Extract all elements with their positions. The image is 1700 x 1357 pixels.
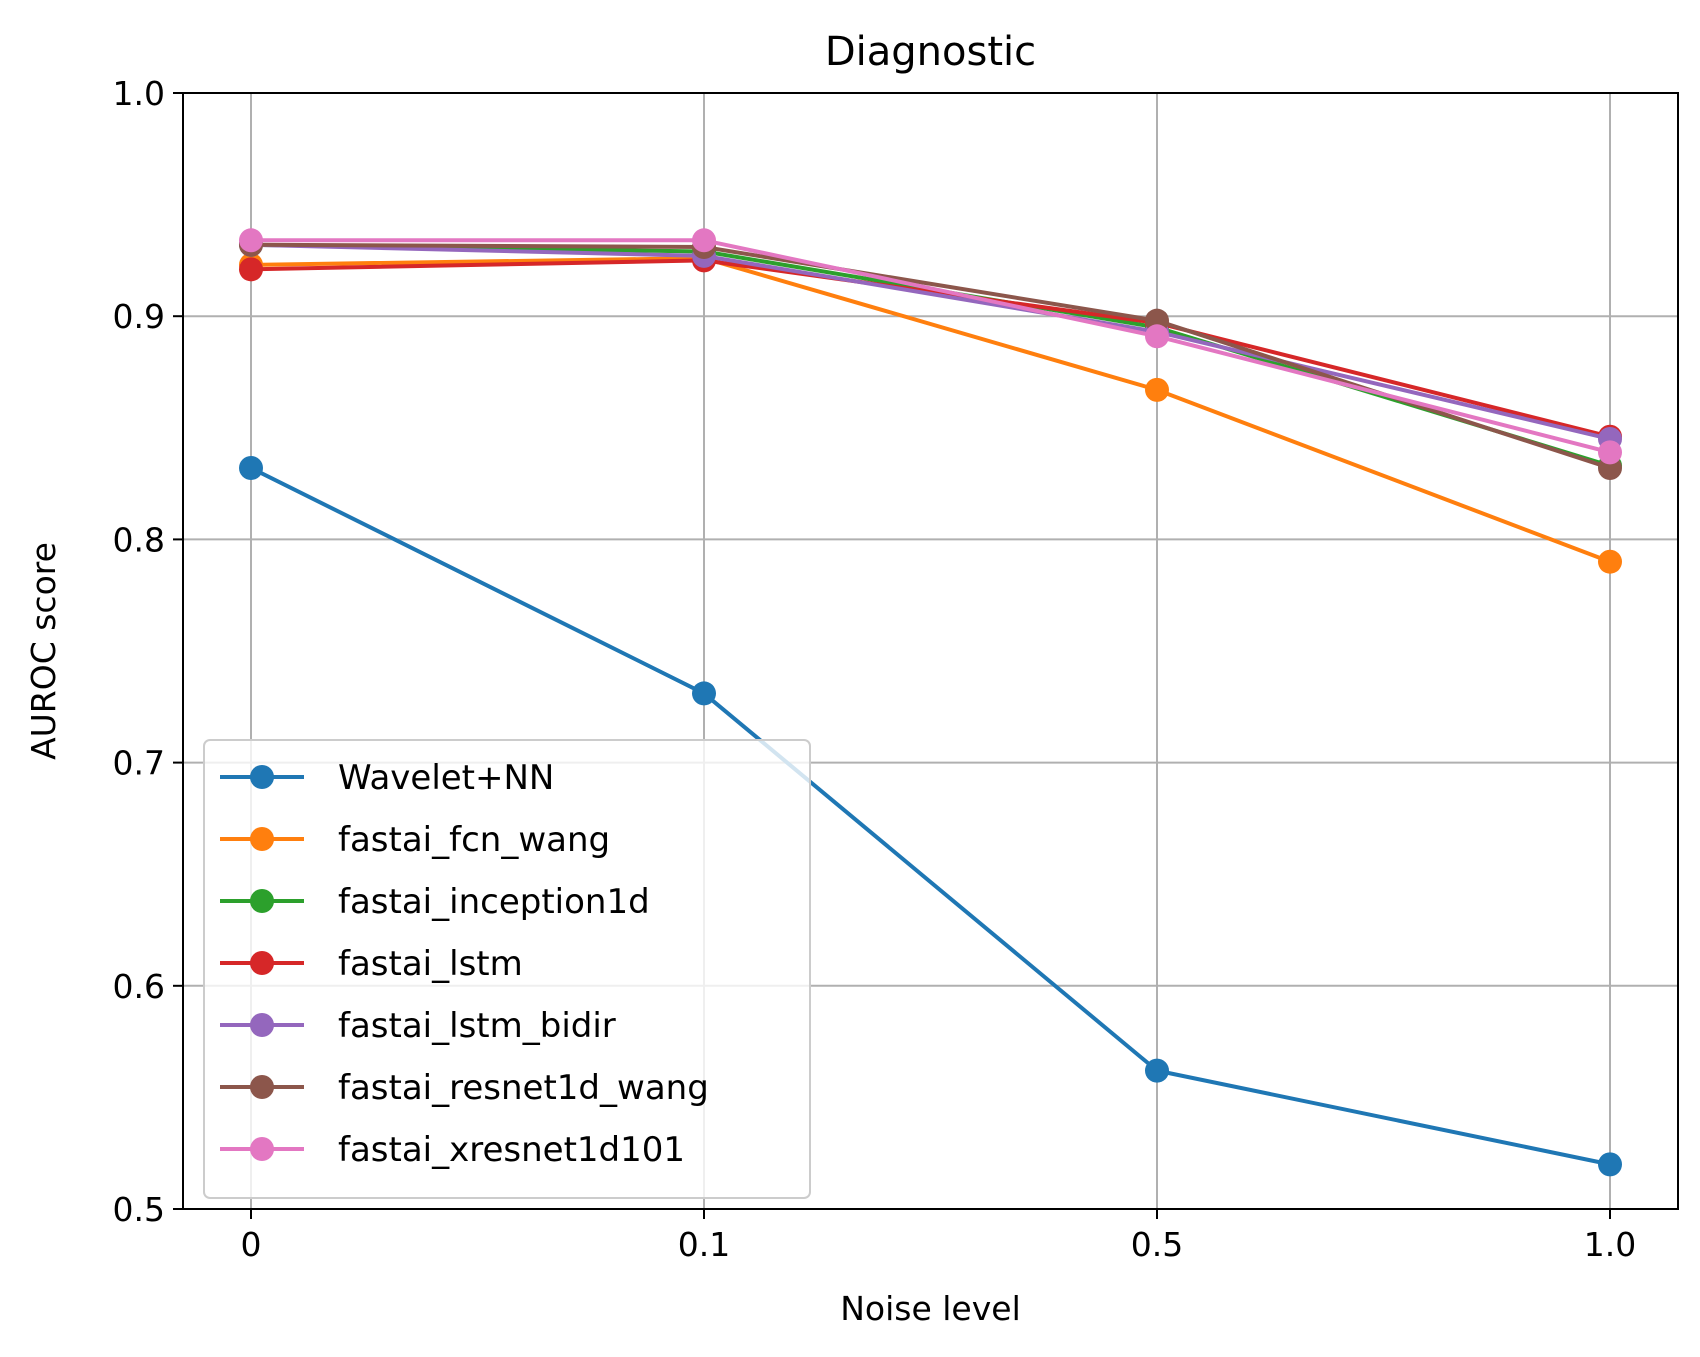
legend-marker: [250, 827, 274, 851]
legend-marker: [250, 1075, 274, 1099]
series-fastai_xresnet1d101: [239, 228, 1622, 465]
y-tick-label: 0.8: [113, 520, 165, 559]
x-tick-label: 1.0: [1584, 1225, 1636, 1264]
legend-label: fastai_xresnet1d101: [338, 1130, 685, 1170]
legend: Wavelet+NN fastai_fcn_wang fastai_inceptio…: [203, 739, 811, 1199]
data-point: [239, 455, 263, 480]
legend-marker: [250, 1013, 274, 1037]
series-line: [251, 238, 1611, 455]
legend-marker: [250, 951, 274, 975]
data-point: [692, 681, 716, 706]
legend-label: fastai_inception1d: [338, 882, 650, 922]
axis-ticks: 0 0.1 0.5 1.0 0.5 0.6 0.7 0.8 0.9 1.0: [113, 74, 1637, 1264]
series-line: [250, 466, 1611, 1167]
data-point: [1598, 1152, 1622, 1177]
data-point: [1598, 549, 1622, 574]
legend-label: fastai_lstm_bidir: [338, 1006, 616, 1046]
y-tick-label: 0.9: [113, 297, 165, 336]
data-point: [1145, 1058, 1169, 1083]
legend-marker: [250, 1137, 274, 1161]
legend-label: fastai_resnet1d_wang: [338, 1068, 709, 1108]
data-point: [1145, 377, 1169, 402]
x-tick-label: 0.1: [678, 1225, 730, 1264]
legend-box: [203, 739, 811, 1199]
y-tick-label: 0.5: [113, 1190, 165, 1229]
data-point: [1145, 324, 1169, 349]
legend-label: fastai_fcn_wang: [338, 820, 610, 860]
y-tick-label: 1.0: [113, 74, 165, 113]
data-point: [239, 228, 263, 253]
legend-label: fastai_lstm: [338, 944, 523, 984]
series-layer: [239, 228, 1622, 1177]
y-tick-label: 0.6: [113, 967, 165, 1006]
x-axis-label: Noise level: [840, 1289, 1021, 1328]
series-line: [250, 242, 1611, 441]
data-point: [239, 257, 263, 282]
x-tick-label: 0.5: [1131, 1225, 1183, 1264]
y-axis-label: AUROC score: [24, 542, 63, 760]
plot-frame: [182, 92, 1679, 1210]
y-tick-label: 0.7: [113, 744, 165, 783]
data-point: [692, 228, 716, 253]
legend-marker: [250, 889, 274, 913]
series-line: [250, 258, 1611, 439]
data-point: [1598, 440, 1622, 465]
chart-title: Diagnostic: [825, 29, 1036, 75]
series-line: [250, 256, 1611, 564]
x-tick-label: 0: [241, 1225, 262, 1264]
series-Wavelet+NN: [239, 455, 1622, 1177]
legend-label: Wavelet+NN: [338, 758, 554, 798]
legend-marker: [250, 765, 274, 789]
